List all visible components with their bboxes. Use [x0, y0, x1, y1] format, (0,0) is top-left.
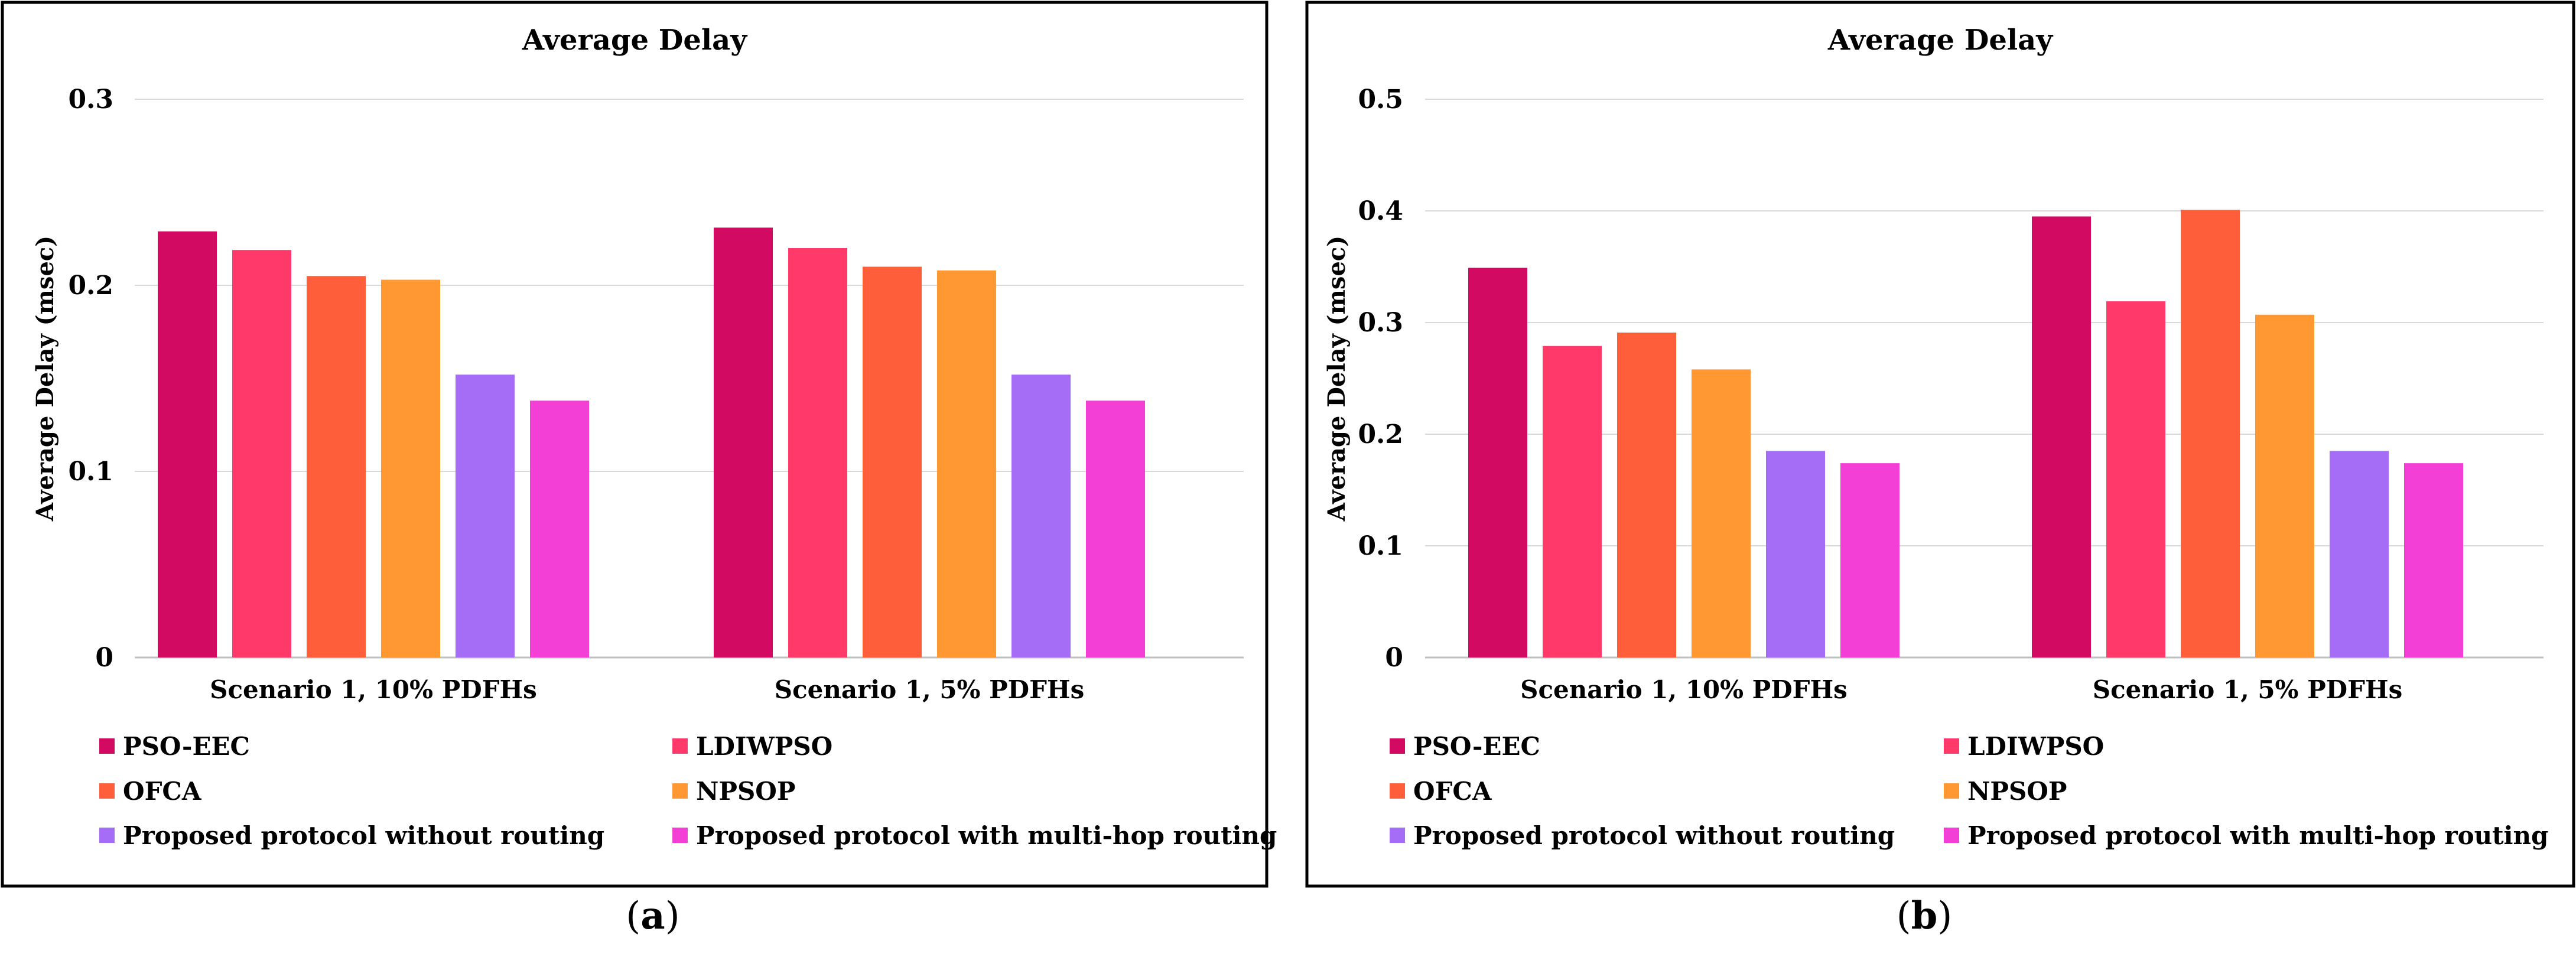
y-tick-label: 0.2 [68, 271, 113, 301]
legend-label: OFCA [1413, 777, 1492, 806]
bar [2255, 314, 2314, 657]
legend-swatch [1390, 783, 1405, 799]
legend-swatch [1944, 783, 1959, 799]
chart-title: Average Delay [522, 24, 748, 57]
caption-open-paren: ( [1897, 894, 1911, 938]
bar [158, 231, 217, 657]
y-tick-label: 0 [95, 643, 113, 673]
legend-label: Proposed protocol without routing [1413, 821, 1895, 850]
bar [2106, 301, 2165, 658]
bar [232, 250, 291, 657]
y-tick-label: 0.3 [1358, 308, 1403, 338]
bar [788, 248, 847, 657]
bar [1766, 451, 1825, 657]
legend-label: NPSOP [696, 777, 795, 806]
legend-label: LDIWPSO [1967, 732, 2104, 761]
bar [530, 401, 589, 657]
bar [863, 266, 922, 657]
bar [1543, 346, 1602, 657]
bar [937, 270, 996, 657]
legend-swatch [672, 828, 688, 843]
y-tick-label: 0.1 [68, 457, 113, 487]
legend-swatch [672, 783, 688, 799]
legend-label: PSO-EEC [123, 732, 250, 761]
bar [1086, 401, 1145, 657]
y-tick-label: 0 [1385, 643, 1403, 673]
caption-letter: b [1911, 894, 1938, 938]
bar [1617, 333, 1676, 657]
chart-panel-a: Average Delay 0 0.1 0.2 0.3 Average Delay (ms… [1, 1, 1277, 938]
caption-letter: a [640, 894, 665, 938]
y-axis-label: Average Delay (msec) [31, 236, 59, 522]
bar [307, 276, 366, 657]
legend-label: NPSOP [1967, 777, 2067, 806]
x-category-label: Scenario 1, 10% PDFHs [210, 675, 537, 704]
caption-open-paren: ( [626, 894, 640, 938]
bar [456, 375, 515, 657]
y-tick-label: 0.5 [1358, 84, 1403, 115]
legend-swatch [1944, 738, 1959, 754]
legend-swatch [1390, 828, 1405, 843]
y-tick-label: 0.4 [1358, 196, 1403, 226]
legend-label: Proposed protocol with multi-hop routing [1967, 821, 2548, 850]
chart-panel-b: Average Delay 0 0.1 0.2 0.3 0.4 0.5 Average Del… [1305, 1, 2575, 938]
legend-label: OFCA [123, 777, 202, 806]
y-tick-label: 0.2 [1358, 419, 1403, 450]
x-category-label: Scenario 1, 10% PDFHs [1520, 675, 1848, 704]
x-category-label: Scenario 1, 5% PDFHs [2093, 675, 2402, 704]
bar [2181, 210, 2240, 657]
y-tick-label: 0.3 [68, 84, 113, 115]
legend-swatch [1390, 738, 1405, 754]
bar [714, 227, 773, 658]
legend-swatch [672, 738, 688, 754]
bar [1692, 369, 1751, 657]
bar [2032, 216, 2091, 657]
y-tick-label: 0.1 [1358, 531, 1403, 561]
legend-swatch [99, 783, 115, 799]
bar [2404, 463, 2463, 657]
legend-label: PSO-EEC [1413, 732, 1540, 761]
chart-title: Average Delay [1827, 24, 2054, 57]
legend-swatch [99, 828, 115, 843]
legend-label: Proposed protocol without routing [123, 821, 604, 850]
panel-caption: (a) [626, 894, 679, 938]
bar [1468, 268, 1527, 657]
bar [1011, 375, 1071, 657]
bar [381, 279, 440, 657]
legend-swatch [1944, 828, 1959, 843]
bar [2330, 451, 2389, 657]
panel-caption: (b) [1897, 894, 1953, 938]
caption-close-paren: ) [665, 894, 680, 938]
x-category-label: Scenario 1, 5% PDFHs [775, 675, 1084, 704]
y-axis-label: Average Delay (msec) [1323, 236, 1351, 522]
legend-label: Proposed protocol with multi-hop routing [696, 821, 1277, 850]
legend-swatch [99, 738, 115, 754]
bar [1840, 463, 1900, 657]
caption-close-paren: ) [1937, 894, 1952, 938]
legend-label: LDIWPSO [696, 732, 832, 761]
